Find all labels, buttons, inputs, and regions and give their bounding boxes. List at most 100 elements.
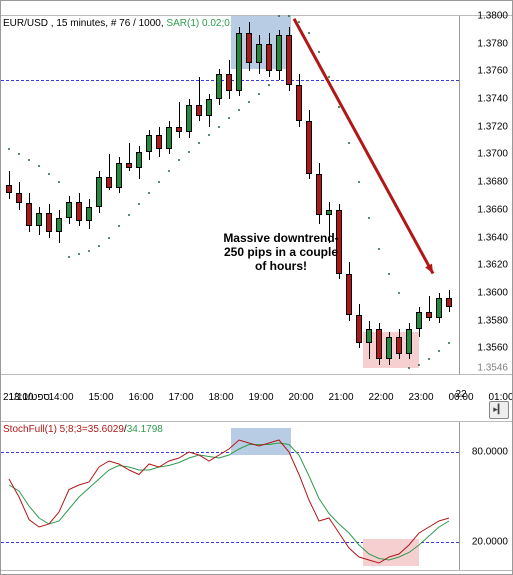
sar-dot	[268, 84, 270, 86]
candle-body	[116, 163, 122, 188]
sar-dot	[358, 181, 360, 183]
price-ytick: 1.3720	[477, 121, 508, 132]
price-ytick: 1.3800	[477, 11, 508, 22]
time-tick: 16:00	[128, 392, 153, 403]
sar-dot	[178, 159, 180, 161]
sar-dot	[248, 101, 250, 103]
candle-body	[206, 99, 212, 116]
candle-body	[76, 202, 82, 221]
stochastic-panel[interactable]: StochFull(1) 5;8;3=35.6029/34.179820.000…	[1, 421, 512, 571]
candle-body	[306, 121, 312, 174]
candle-body	[266, 44, 272, 72]
time-tick: 19:00	[248, 392, 273, 403]
candle-body	[226, 74, 232, 91]
sar-dot	[38, 165, 40, 167]
sar-dot	[188, 151, 190, 153]
sar-dot	[118, 225, 120, 227]
sar-dot	[308, 32, 310, 34]
candle-body	[136, 152, 142, 169]
time-tick: 20:00	[288, 392, 313, 403]
time-tick: 15:00	[88, 392, 113, 403]
sar-dot	[28, 159, 30, 161]
sar-dot	[428, 358, 430, 360]
sar-dot	[438, 350, 440, 352]
sar-dot	[108, 237, 110, 239]
candle-body	[6, 185, 12, 193]
candle-body	[106, 177, 112, 188]
time-tick: 13:00	[8, 392, 33, 403]
candle-body	[26, 203, 32, 227]
sar-dot	[218, 126, 220, 128]
time-tick: 14:00	[48, 392, 73, 403]
price-panel[interactable]: EUR/USD , 15 minutes, # 76 / 1000, SAR(1…	[1, 15, 512, 375]
candle-body	[126, 163, 132, 169]
annotation-text: Massive downtrend-250 pips in a coupleof…	[201, 232, 361, 273]
candle-body	[256, 44, 262, 63]
candle-body	[156, 135, 162, 149]
candle-body	[386, 337, 392, 359]
sar-dot	[418, 364, 420, 366]
scroll-forward-button[interactable]: ▸▎	[489, 401, 509, 419]
sar-dot	[368, 217, 370, 219]
candle-body	[186, 105, 192, 133]
candle-body	[16, 193, 22, 203]
price-ytick: 1.3740	[477, 94, 508, 105]
price-ytick: 1.3760	[477, 66, 508, 77]
candle-body	[176, 127, 182, 133]
candle-body	[446, 298, 452, 306]
candle-body	[56, 218, 62, 232]
candle-body	[436, 298, 442, 317]
time-tick: 22:00	[368, 392, 393, 403]
sar-dot	[48, 173, 50, 175]
candle-body	[36, 213, 42, 227]
price-ytick: 1.3620	[477, 260, 508, 271]
candle-body	[146, 135, 152, 152]
time-tick: 18:00	[208, 392, 233, 403]
price-ytick: 1.3700	[477, 149, 508, 160]
candle-body	[166, 127, 172, 149]
candle-wick	[179, 102, 180, 138]
price-ytick: 1.3560	[477, 343, 508, 354]
candle-body	[356, 315, 362, 343]
candle-body	[326, 210, 332, 216]
candle-body	[426, 312, 432, 318]
time-axis: 21/11/ספט13:0014:0015:0016:0017:0018:001…	[1, 375, 512, 405]
sar-dot	[398, 292, 400, 294]
price-ytick: 1.3640	[477, 232, 508, 243]
price-last-value: 1.3546	[477, 362, 508, 373]
candle-body	[346, 274, 352, 316]
candle-body	[366, 329, 372, 343]
sar-dot	[348, 142, 350, 144]
candle-body	[416, 312, 422, 329]
stoch-lines	[1, 422, 459, 572]
sar-dot	[88, 250, 90, 252]
sar-dot	[318, 51, 320, 53]
sar-dot	[228, 117, 230, 119]
candle-body	[66, 202, 72, 219]
sar-dot	[58, 181, 60, 183]
stoch-yaxis	[459, 422, 513, 570]
candle-body	[276, 35, 282, 71]
price-ytick: 1.3600	[477, 287, 508, 298]
sar-dot	[208, 134, 210, 136]
sar-dot	[78, 253, 80, 255]
sar-dot	[148, 192, 150, 194]
candle-body	[246, 33, 252, 63]
sar-dot	[168, 170, 170, 172]
candle-body	[396, 337, 402, 354]
date-tick: 22	[455, 389, 466, 400]
sar-dot	[128, 214, 130, 216]
candle-body	[316, 174, 322, 216]
price-ytick: 1.3660	[477, 204, 508, 215]
sar-dot	[288, 15, 290, 17]
sar-dot	[258, 93, 260, 95]
time-tick: 17:00	[168, 392, 193, 403]
sar-dot	[448, 342, 450, 344]
candle-body	[216, 74, 222, 99]
sar-dot	[68, 256, 70, 258]
sar-dot	[18, 153, 20, 155]
chart-window: EUR/USD , 15 minutes, # 76 / 1000, SAR(1…	[0, 0, 513, 575]
candle-body	[86, 207, 92, 221]
sar-dot	[238, 109, 240, 111]
candle-body	[376, 329, 382, 359]
